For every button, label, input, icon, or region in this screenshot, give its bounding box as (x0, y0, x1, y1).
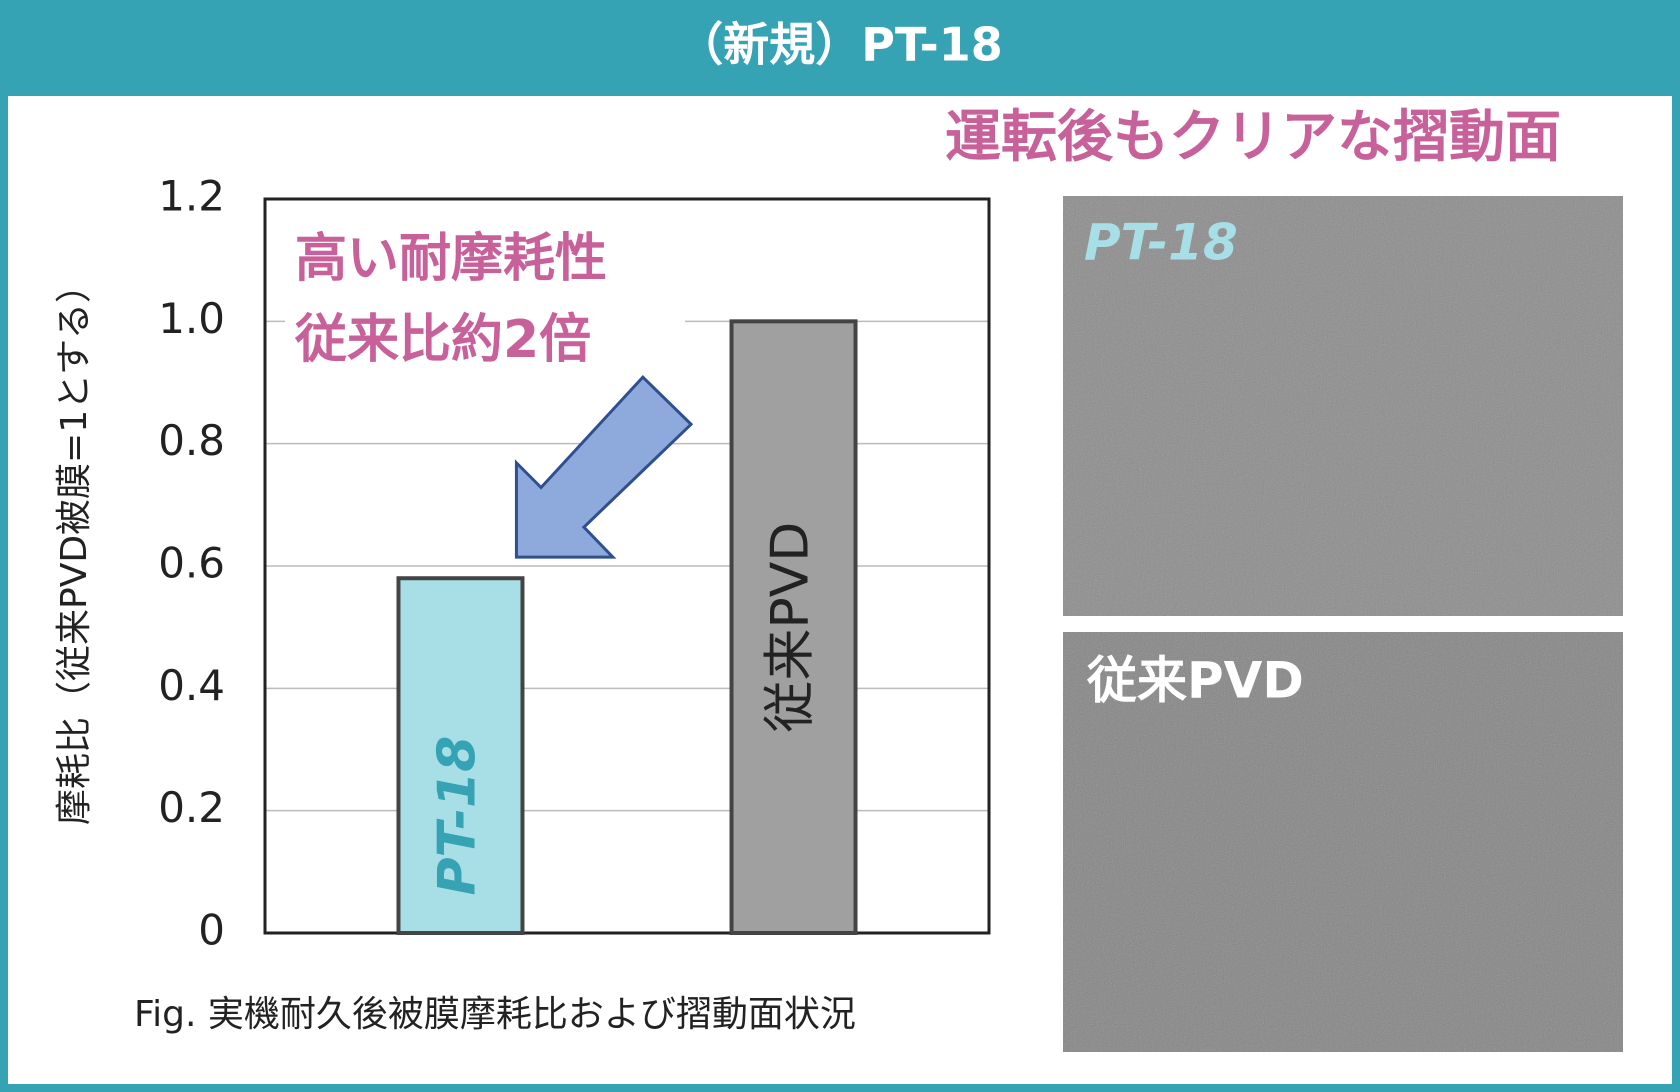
y-axis-label: 摩耗比（従来PVD被膜=1とする） (54, 267, 95, 825)
photo-label: 従来PVD (1086, 652, 1304, 710)
y-tick-label: 1.0 (158, 294, 225, 343)
y-tick-label: 0 (198, 906, 225, 955)
arrow (514, 374, 694, 559)
y-tick-label: 0.6 (158, 539, 225, 588)
header-title: （新規）PT-18 (677, 18, 1002, 72)
bar (396, 576, 525, 935)
y-tick-label: 0.8 (158, 416, 225, 465)
annotation-bg (285, 225, 685, 380)
photo-label: PT-18 (1084, 214, 1238, 272)
caption: Fig. 実機耐久後被膜摩耗比および摺動面状況 (134, 994, 856, 1035)
bar-label: PT-18 (427, 736, 487, 896)
annotation: 従来比約2倍 (294, 310, 591, 370)
y-tick-label: 1.2 (158, 172, 225, 221)
photo-texture (1063, 632, 1623, 1052)
y-tick-label: 0.2 (158, 783, 225, 832)
bar (729, 319, 858, 936)
plot-border (263, 197, 991, 935)
annotation: 高い耐摩耗性 (295, 229, 607, 289)
subtitle: 運転後もクリアな摺動面 (945, 105, 1561, 170)
photo-texture (1063, 196, 1623, 616)
header-band (0, 0, 1680, 96)
y-tick-label: 0.4 (158, 661, 225, 710)
bar-label: 従来PVD (761, 522, 821, 733)
